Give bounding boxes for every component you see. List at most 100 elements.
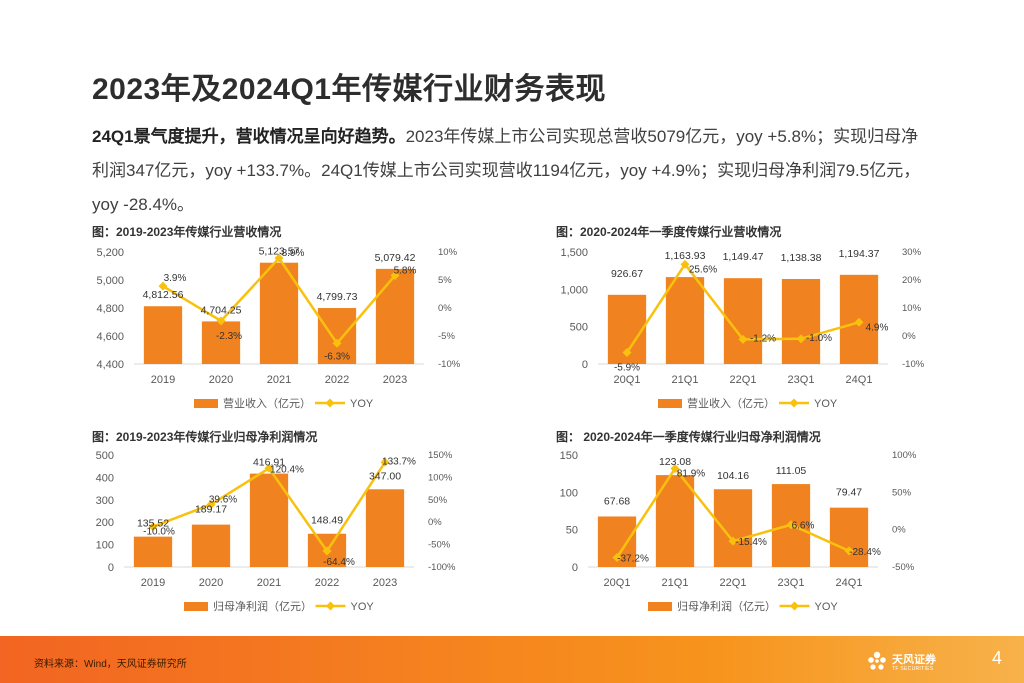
y-left-tick: 4,400: [96, 359, 124, 371]
chart-title-profit-q1: 图： 2020-2024年一季度传媒行业归母净利润情况: [556, 430, 821, 444]
bar: [133, 536, 173, 567]
footer-bar: [0, 636, 1024, 683]
bar-data-label: 148.49: [311, 515, 343, 527]
bar: [375, 268, 415, 364]
x-tick-label: 20Q1: [614, 374, 641, 386]
yoy-point: [216, 316, 226, 326]
x-tick-label: 2023: [383, 374, 407, 386]
y-left-tick: 0: [582, 359, 588, 371]
bar-data-label: 1,138.38: [781, 252, 822, 264]
bar: [317, 308, 357, 364]
bar: [201, 321, 241, 364]
y-left-tick: 200: [96, 517, 114, 529]
legend-bar-swatch: [648, 602, 672, 611]
yoy-data-label: -2.3%: [216, 331, 242, 342]
chart-profit-q1: 0 50 100 150 -50% 0% 50% 100% 20Q1 21Q1 22Q1 23Q1 24…: [560, 450, 917, 613]
bar: [259, 262, 299, 364]
y-left-tick: 500: [570, 322, 588, 334]
y-left-tick: 0: [108, 562, 114, 574]
bar: [191, 524, 231, 567]
yoy-data-label: -28.4%: [849, 547, 881, 558]
bar-data-label: 67.68: [604, 495, 630, 507]
yoy-point: [148, 522, 158, 532]
chart-title-profit-annual: 图：2019-2023年传媒行业归母净利润情况: [92, 430, 318, 444]
y-right-tick: 50%: [428, 495, 448, 506]
bar-data-label: 926.67: [611, 268, 643, 280]
logo-subtext: TF SECURITIES: [892, 666, 934, 672]
bar: [143, 306, 183, 364]
yoy-data-label: 8.9%: [282, 248, 305, 259]
chart-title-revenue-q1: 图：2020-2024年一季度传媒行业营收情况: [556, 225, 782, 239]
bar-data-label: 189.17: [195, 504, 227, 516]
yoy-data-label: -6.3%: [324, 351, 350, 362]
yoy-data-label: -1.0%: [806, 333, 832, 344]
bar-data-label: 347.00: [369, 470, 401, 482]
y-left-tick: 400: [96, 472, 114, 484]
x-tick-label: 2019: [141, 577, 165, 589]
legend-bar-swatch: [658, 399, 682, 408]
bar-data-label: 4,704.25: [201, 304, 242, 316]
yoy-data-label: 3.9%: [164, 273, 187, 284]
legend-bar-label: 营业收入（亿元）: [223, 396, 311, 410]
yoy-data-label: 4.9%: [866, 322, 889, 333]
legend-bar-label: 营业收入（亿元）: [687, 396, 775, 410]
y-left-tick: 100: [560, 487, 578, 499]
yoy-point: [612, 552, 622, 562]
yoy-point: [844, 546, 854, 556]
bar: [249, 473, 289, 567]
bar-data-label: 135.52: [137, 518, 169, 530]
bar: [365, 489, 405, 567]
chart-revenue-annual: 4,400 4,600 4,800 5,000 5,200 -10% -5% 0% 5% 10% 2…: [96, 246, 461, 410]
page-title: 2023年及2024Q1年传媒行业财务表现: [92, 73, 606, 106]
yoy-data-label: -1.2%: [750, 333, 776, 344]
x-tick-label: 2023: [373, 577, 397, 589]
y-right-tick: -10%: [902, 359, 925, 370]
x-tick-label: 2020: [199, 577, 223, 589]
y-right-tick: 150%: [428, 450, 453, 461]
yoy-point: [206, 499, 216, 509]
y-right-tick: 10%: [902, 303, 922, 314]
summary-text: 2023年传媒上市公司实现总营收5079亿元，yoy +5.8%；实现归母净利润…: [92, 127, 921, 214]
chart-title-revenue-annual: 图：2019-2023年传媒行业营收情况: [92, 225, 282, 239]
y-left-tick: 5,000: [96, 275, 124, 287]
yoy-point: [332, 338, 342, 348]
y-right-tick: 5%: [438, 275, 452, 286]
y-left-tick: 500: [96, 450, 114, 462]
x-tick-label: 24Q1: [846, 374, 873, 386]
bar-data-label: 1,194.37: [839, 248, 880, 260]
yoy-data-label: -10.0%: [143, 527, 175, 538]
y-right-tick: -10%: [438, 359, 461, 370]
yoy-data-label: -64.4%: [323, 557, 355, 568]
legend-line-label: YOY: [815, 601, 839, 613]
x-tick-label: 23Q1: [778, 577, 805, 589]
x-tick-label: 2022: [315, 577, 339, 589]
bar-data-label: 5,079.42: [375, 252, 416, 264]
x-tick-label: 23Q1: [788, 374, 815, 386]
yoy-point: [322, 546, 332, 556]
y-left-tick: 300: [96, 495, 114, 507]
y-left-tick: 4,800: [96, 303, 124, 315]
yoy-point: [728, 536, 738, 546]
bar-data-label: 1,149.47: [723, 251, 764, 263]
summary-paragraph: 24Q1景气度提升，营收情况呈向好趋势。2023年传媒上市公司实现总营收5079…: [92, 120, 922, 222]
yoy-point: [380, 457, 390, 467]
yoy-point: [390, 271, 400, 281]
bar-data-label: 79.47: [836, 487, 862, 499]
yoy-data-label: -15.4%: [735, 537, 767, 548]
y-left-tick: 5,200: [96, 247, 124, 259]
yoy-data-label: 133.7%: [382, 456, 416, 467]
bar: [665, 277, 705, 364]
x-tick-label: 2021: [257, 577, 281, 589]
legend-line-marker: [789, 398, 799, 408]
tf-securities-logo: [868, 651, 886, 670]
legend-bar-label: 归母净利润（亿元）: [213, 599, 312, 613]
yoy-data-label: -37.2%: [617, 553, 649, 564]
x-tick-label: 20Q1: [604, 577, 631, 589]
y-left-tick: 0: [572, 562, 578, 574]
yoy-data-label: -5.9%: [614, 363, 640, 374]
bar: [655, 475, 695, 567]
legend-bar-swatch: [184, 602, 208, 611]
yoy-point: [274, 253, 284, 263]
bar: [781, 279, 821, 364]
legend-line-marker: [325, 398, 335, 408]
